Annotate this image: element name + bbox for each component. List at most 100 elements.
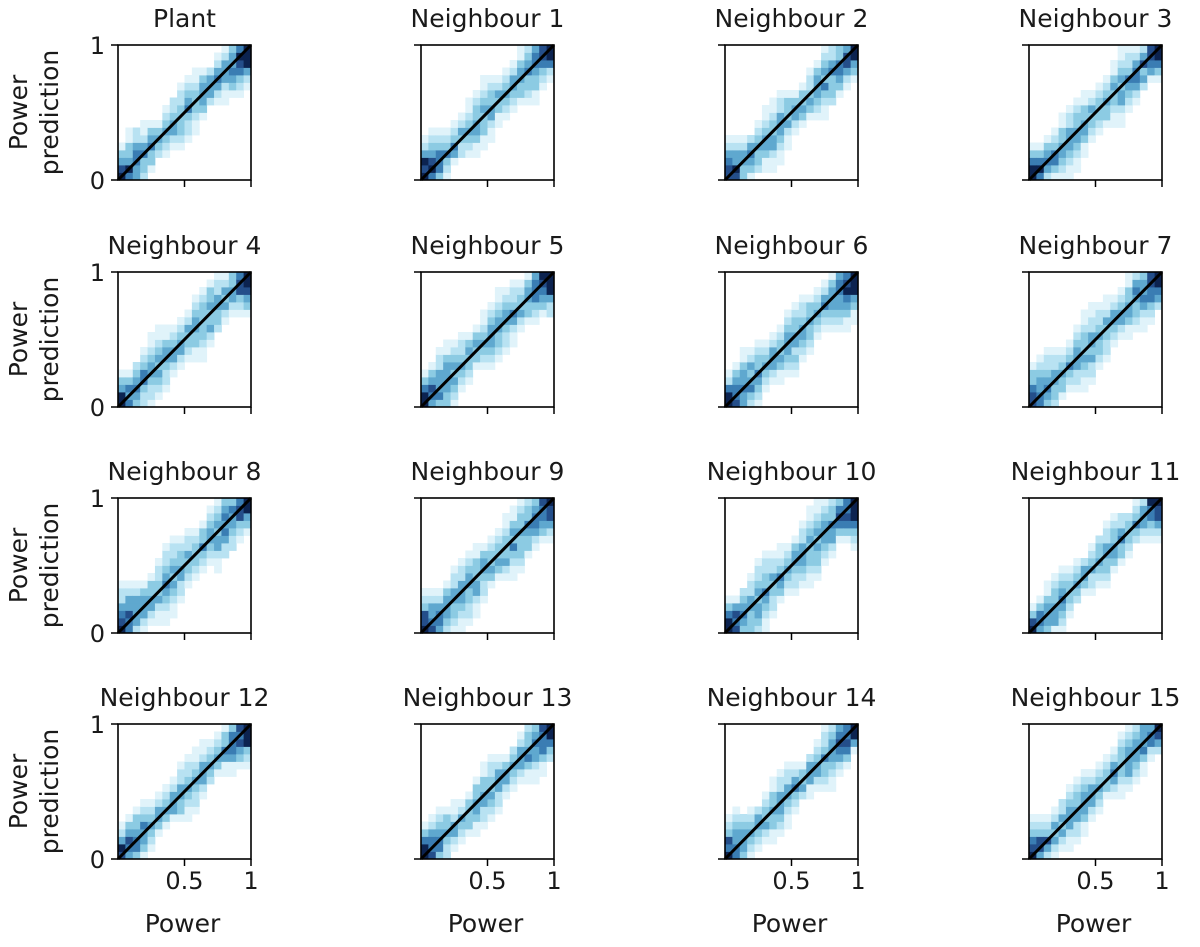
heatmap-cell [214,279,222,288]
heatmap-cell [761,821,770,830]
heatmap-cell [769,362,778,370]
heatmap-cell [739,392,748,400]
heatmap-cell [162,347,171,355]
heatmap-cell [118,603,126,611]
heatmap-cell [784,362,792,370]
heatmap-cell [421,588,429,596]
heatmap-cell [725,618,733,626]
heatmap-cell [502,67,511,76]
heatmap-cell [1043,844,1052,852]
heatmap-cell [806,761,815,770]
heatmap-cell [1110,776,1119,785]
heatmap-cell [813,287,822,295]
heatmap-cell [806,754,815,762]
heatmap-cell [1147,272,1156,280]
heatmap-cell [140,157,148,166]
heatmap-cell [243,528,252,536]
heatmap-cell [118,595,126,604]
heatmap-cell [747,384,755,393]
heatmap-cell [1043,172,1052,181]
heatmap-cell [509,60,518,68]
heatmap-cell [443,806,451,815]
heatmap-cell [147,844,156,852]
heatmap-cell [184,550,193,559]
heatmap-cell [1073,836,1082,845]
heatmap-cell [1125,535,1133,544]
heatmap-cell [509,505,518,514]
heatmap-cell [177,580,185,589]
heatmap-cell [1058,836,1067,845]
heatmap-cell [828,754,837,762]
heatmap-cell [1051,573,1059,581]
heatmap-cell [546,279,555,288]
heatmap-cell [443,836,451,845]
heatmap-cell [509,97,518,106]
heatmap-cell [798,112,807,121]
heatmap-cell [118,588,126,596]
heatmap-cell [221,60,230,68]
heatmap-cell [480,558,488,566]
heatmap-cell [1051,844,1059,852]
heatmap-cell [457,580,466,589]
heatmap-cell [531,769,540,777]
heatmap-cell [206,67,215,76]
heatmap-cell [236,746,245,755]
heatmap-cell [754,610,763,619]
heatmap-cell [1095,347,1104,355]
heatmap-cell [1139,302,1148,310]
heatmap-cell [531,45,540,53]
heatmap-cell [450,806,459,815]
heatmap-cell [421,392,429,400]
heatmap-cell [169,595,178,604]
heatmap-cell [421,610,429,619]
heatmap-cell [206,332,215,340]
heatmap-cell [1080,558,1089,566]
heatmap-cell [487,347,496,355]
heatmap-cell [776,543,785,551]
heatmap-cell [769,339,778,348]
heatmap-cell [502,550,511,559]
heatmap-cell [1036,829,1045,837]
heatmap-cell [754,165,763,173]
heatmap-cell [450,392,459,400]
heatmap-cell [1110,339,1119,348]
heatmap-cell [465,799,474,807]
heatmap-cell [1058,150,1067,158]
heatmap-cell [118,821,126,830]
heatmap-cell [147,157,156,166]
heatmap-cell [177,347,185,355]
heatmap-cell [1065,829,1074,837]
heatmap-cell [754,603,763,611]
heatmap-cell [421,135,429,143]
heatmap-cell [494,309,503,318]
heatmap-cell [199,565,208,574]
heatmap-cell [1139,67,1148,76]
heatmap-cell [465,135,474,143]
heatmap-cell [821,105,829,113]
heatmap-cell [221,317,230,325]
heatmap-cell [1058,806,1067,815]
heatmap-cell [450,347,459,355]
heatmap-cell [517,565,525,574]
heatmap-cell [1051,354,1059,363]
heatmap-cell [428,829,437,837]
heatmap-cell [184,90,193,98]
heatmap-cell [480,362,488,370]
heatmap-cell [1147,302,1156,310]
heatmap-cell [435,142,444,151]
heatmap-cell [1125,309,1133,318]
heatmap-cell [1065,165,1074,173]
heatmap-cell [147,165,156,173]
heatmap-cell [162,324,171,333]
heatmap-cell [1058,354,1067,363]
y-axis-label-line1: Power [4,74,33,150]
heatmap-cell [480,814,488,822]
heatmap-cell [472,550,481,559]
heatmap-cell [769,150,778,158]
heatmap-cell [754,392,763,400]
heatmap-cell [465,362,474,370]
heatmap-cell [524,724,533,732]
heatmap-cell [806,580,815,589]
heatmap-cell [509,573,518,581]
heatmap-cell [761,339,770,348]
